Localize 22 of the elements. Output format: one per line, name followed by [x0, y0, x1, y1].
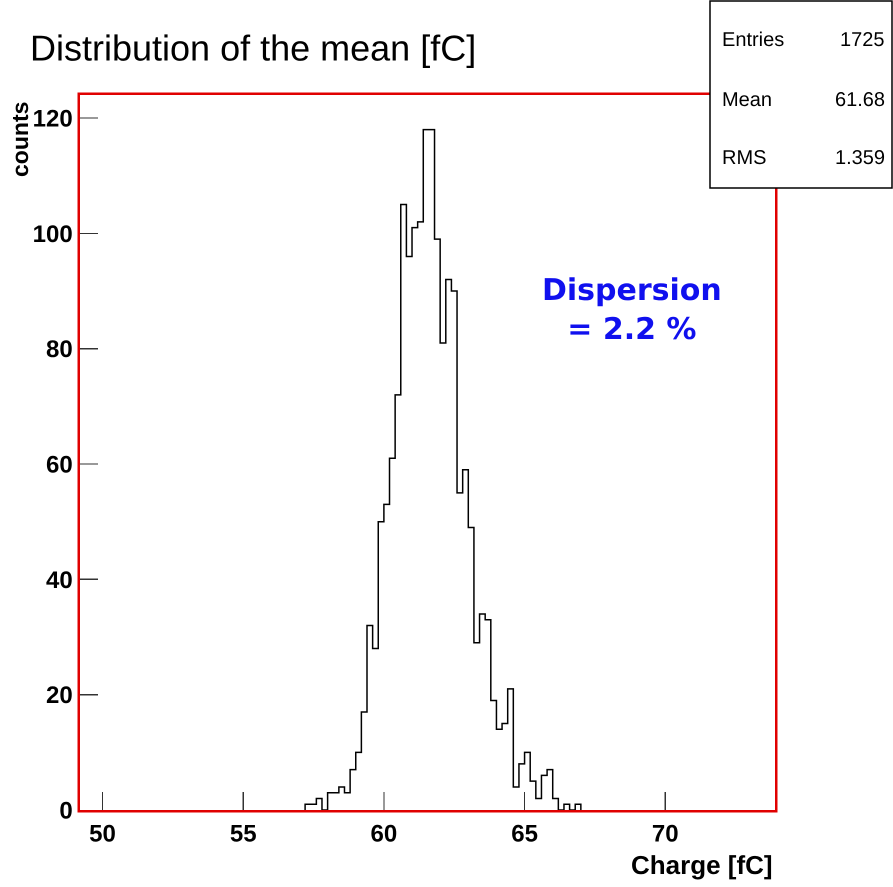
x-tick-label: 70 [652, 820, 679, 848]
y-tick-label: 60 [46, 451, 73, 478]
annotation: Mean [722, 89, 772, 111]
x-tick-label: 65 [511, 820, 538, 848]
y-tick-label: 80 [46, 336, 73, 364]
text: Entries [722, 29, 784, 51]
chart-title: Distribution of the mean [fC] [30, 28, 476, 69]
x-tick-label: 50 [89, 820, 116, 848]
text: 1.359 [835, 147, 886, 169]
y-tick-label: 120 [32, 105, 73, 132]
x-tick-label: 60 [370, 820, 398, 848]
annotation: RMS [722, 147, 766, 169]
x-axis-title: Charge [fC] [631, 850, 773, 880]
y-axis-title: counts [7, 102, 33, 177]
y-tick-label: 0 [59, 797, 73, 824]
x-tick-label: 55 [230, 820, 257, 848]
y-tick-label: 100 [32, 220, 73, 248]
annotation: Dispersion = 2.2 % [542, 273, 722, 347]
y-tick-label: 40 [46, 566, 73, 594]
text: 61.68 [835, 89, 886, 111]
text: 1725 [840, 29, 884, 51]
y-tick-label: 20 [46, 682, 73, 710]
